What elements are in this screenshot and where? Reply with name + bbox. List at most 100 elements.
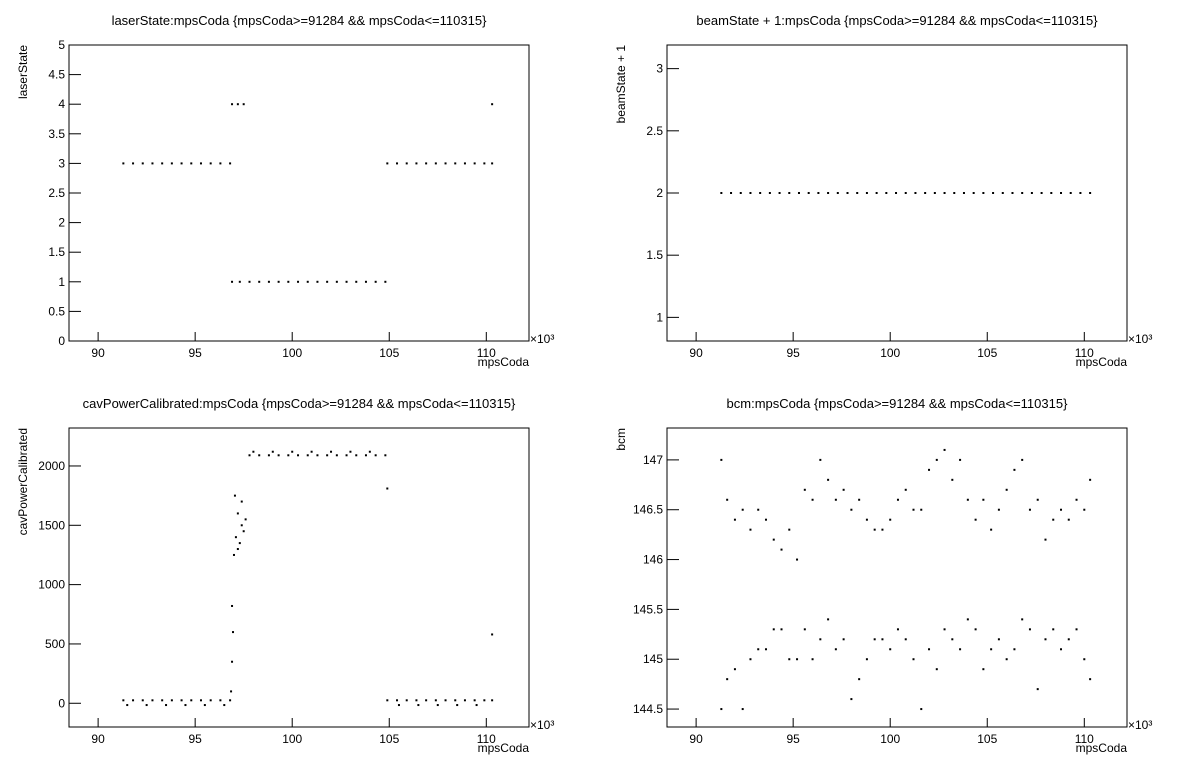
point bbox=[483, 699, 486, 702]
point bbox=[240, 524, 243, 527]
point bbox=[454, 699, 457, 702]
y-tick-label: 2 bbox=[58, 216, 65, 230]
chart-title: cavPowerCalibrated:mpsCoda {mpsCoda>=912… bbox=[83, 396, 516, 411]
point bbox=[842, 488, 845, 491]
point bbox=[772, 538, 775, 541]
point bbox=[132, 162, 135, 165]
point bbox=[726, 678, 729, 681]
point bbox=[741, 508, 744, 511]
point bbox=[972, 192, 975, 194]
point bbox=[473, 162, 476, 165]
point bbox=[1044, 638, 1047, 641]
point bbox=[199, 699, 202, 702]
point bbox=[364, 280, 367, 283]
point bbox=[415, 699, 418, 702]
point bbox=[1075, 498, 1078, 501]
point bbox=[229, 162, 232, 165]
x-tick-label: 105 bbox=[379, 732, 399, 746]
y-tick-label: 1.5 bbox=[646, 248, 663, 262]
y-tick-label: 3 bbox=[58, 156, 65, 170]
point bbox=[306, 280, 309, 283]
point bbox=[384, 454, 387, 457]
point bbox=[803, 488, 806, 491]
point bbox=[132, 699, 135, 702]
point bbox=[1069, 192, 1072, 194]
point bbox=[827, 478, 830, 481]
point bbox=[904, 638, 907, 641]
x-tick-label: 95 bbox=[786, 732, 800, 746]
point bbox=[811, 498, 814, 501]
point bbox=[287, 454, 290, 457]
point bbox=[405, 162, 408, 165]
point bbox=[1021, 458, 1024, 461]
chart-title: bcm:mpsCoda {mpsCoda>=91284 && mpsCoda<=… bbox=[727, 396, 1069, 411]
point bbox=[962, 192, 965, 194]
y-axis-label: bcm bbox=[614, 428, 628, 451]
point bbox=[982, 498, 985, 501]
point bbox=[364, 454, 367, 457]
point bbox=[454, 162, 457, 165]
point bbox=[316, 454, 319, 457]
x-tick-label: 100 bbox=[282, 346, 302, 360]
point bbox=[368, 450, 371, 453]
point bbox=[230, 690, 233, 693]
point bbox=[827, 618, 830, 621]
point bbox=[232, 631, 235, 634]
panel: bcm:mpsCoda {mpsCoda>=91284 && mpsCoda<=… bbox=[614, 396, 1152, 755]
point bbox=[252, 450, 255, 453]
y-tick-label: 5 bbox=[58, 38, 65, 52]
point bbox=[819, 458, 822, 461]
y-tick-label: 144.5 bbox=[633, 702, 663, 716]
point bbox=[326, 454, 329, 457]
y-tick-label: 2.5 bbox=[48, 186, 65, 200]
point bbox=[463, 699, 466, 702]
point bbox=[881, 638, 884, 641]
point bbox=[1005, 658, 1008, 661]
point bbox=[1036, 688, 1039, 691]
x-tick-label: 90 bbox=[91, 346, 105, 360]
point bbox=[951, 638, 954, 641]
y-tick-label: 145 bbox=[643, 652, 663, 666]
point bbox=[1036, 498, 1039, 501]
point bbox=[933, 192, 936, 194]
point bbox=[865, 192, 868, 194]
point bbox=[959, 648, 962, 651]
point bbox=[741, 708, 744, 711]
point bbox=[1089, 478, 1092, 481]
point bbox=[141, 699, 144, 702]
x-tick-label: 100 bbox=[880, 346, 900, 360]
point bbox=[219, 162, 222, 165]
point bbox=[788, 192, 791, 194]
point bbox=[865, 518, 868, 521]
panel: laserState:mpsCoda {mpsCoda>=91284 && mp… bbox=[16, 13, 554, 369]
y-axis-label: cavPowerCalibrated bbox=[16, 428, 30, 535]
point bbox=[1089, 678, 1092, 681]
point bbox=[788, 528, 791, 531]
point bbox=[912, 658, 915, 661]
point bbox=[873, 638, 876, 641]
point bbox=[397, 704, 400, 707]
y-tick-label: 1500 bbox=[38, 518, 65, 532]
point bbox=[796, 558, 799, 561]
point bbox=[425, 162, 428, 165]
y-tick-label: 2.5 bbox=[646, 124, 663, 138]
point bbox=[349, 450, 352, 453]
point bbox=[345, 280, 348, 283]
point bbox=[749, 658, 752, 661]
point bbox=[1089, 192, 1092, 194]
point bbox=[749, 192, 752, 194]
point bbox=[836, 192, 839, 194]
point bbox=[904, 488, 907, 491]
point bbox=[1028, 508, 1031, 511]
point bbox=[759, 192, 762, 194]
x-tick-label: 95 bbox=[786, 346, 800, 360]
point bbox=[811, 658, 814, 661]
point bbox=[1040, 192, 1043, 194]
point bbox=[935, 458, 938, 461]
point bbox=[772, 628, 775, 631]
point bbox=[885, 192, 888, 194]
point bbox=[1030, 192, 1033, 194]
point bbox=[277, 280, 280, 283]
y-tick-label: 146.5 bbox=[633, 503, 663, 517]
point bbox=[928, 468, 931, 471]
